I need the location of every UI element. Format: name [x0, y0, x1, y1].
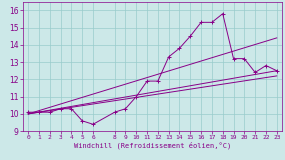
X-axis label: Windchill (Refroidissement éolien,°C): Windchill (Refroidissement éolien,°C) [74, 142, 231, 149]
